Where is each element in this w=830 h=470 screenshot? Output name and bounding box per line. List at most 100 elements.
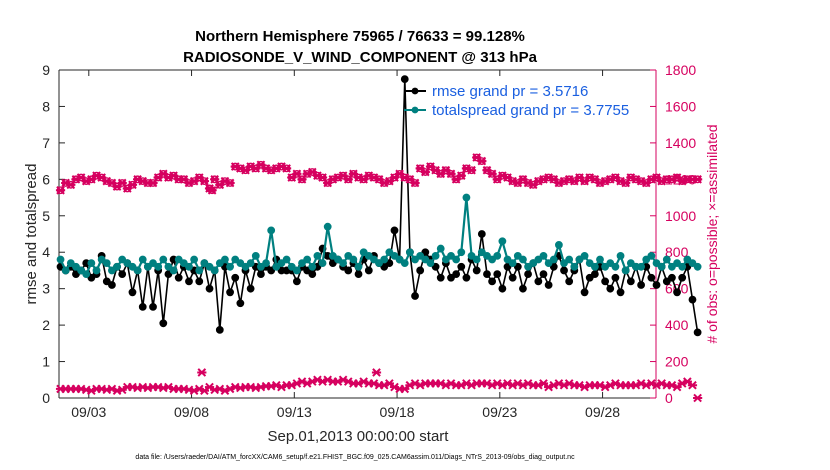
totalspread-point (688, 259, 697, 268)
totalspread-point (257, 262, 265, 271)
totalspread-point (421, 255, 430, 264)
totalspread-point (292, 266, 301, 275)
totalspread-point (334, 255, 342, 264)
totalspread-point (231, 255, 240, 264)
y-tick-label: 8 (42, 98, 50, 114)
totalspread-point (503, 255, 512, 264)
totalspread-point (560, 259, 568, 268)
rmse-point (118, 270, 127, 278)
y-tick-label: 4 (42, 244, 50, 260)
totalspread-point (642, 255, 651, 264)
rmse-point (185, 277, 193, 286)
totalspread-point (406, 248, 414, 257)
rmse-point (513, 262, 522, 271)
totalspread-point (637, 262, 646, 271)
y-right-tick-label: 1000 (665, 208, 696, 224)
rmse-point (364, 266, 373, 275)
rmse-point (390, 226, 399, 235)
rmse-point (231, 273, 240, 282)
totalspread-point (554, 241, 563, 249)
rmse-point (483, 270, 491, 278)
totalspread-point (621, 266, 630, 275)
totalspread-point (149, 259, 157, 268)
legend-spread-marker (411, 106, 419, 114)
totalspread-point (77, 266, 85, 275)
rmse-point (149, 302, 157, 311)
totalspread-point (159, 255, 168, 264)
totalspread-point (657, 262, 666, 271)
rmse-point (102, 277, 111, 286)
rmse-point (447, 273, 455, 282)
totalspread-point (133, 266, 142, 275)
totalspread-point (87, 259, 96, 268)
totalspread-point (544, 259, 553, 268)
y-tick-label: 5 (42, 208, 50, 224)
rmse-point (128, 288, 137, 297)
rmse-point (257, 270, 265, 278)
totalspread-point (477, 248, 486, 257)
totalspread-point (236, 259, 245, 268)
totalspread-point (267, 226, 276, 235)
totalspread-point (215, 259, 224, 268)
y-axis-label: rmse and totalspread (23, 164, 40, 305)
rmse-point (580, 288, 589, 297)
rmse-point (108, 281, 116, 289)
rmse-point (477, 230, 486, 238)
rmse-point (215, 325, 224, 334)
y-tick-label: 1 (42, 354, 50, 370)
totalspread-point (488, 255, 497, 264)
totalspread-point (662, 255, 671, 264)
rmse-point (452, 270, 461, 278)
obs-outliers (197, 185, 382, 377)
totalspread-point (370, 255, 378, 264)
totalspread-point (287, 262, 296, 271)
totalspread-point (66, 259, 75, 268)
series-possible (55, 153, 703, 195)
y-right-tick-label: 800 (665, 244, 689, 260)
totalspread-point (195, 266, 204, 275)
totalspread-point (452, 255, 461, 264)
totalspread-point (462, 193, 471, 202)
totalspread-point (585, 259, 594, 268)
totalspread-point (447, 251, 455, 260)
totalspread-point (308, 262, 317, 271)
totalspread-point (493, 251, 502, 260)
plot-background (59, 70, 656, 398)
totalspread-point (323, 222, 332, 231)
totalspread-point (200, 259, 209, 268)
rmse-point (678, 273, 687, 282)
totalspread-point (61, 266, 70, 275)
totalspread-point (328, 251, 337, 260)
rmse-point (647, 273, 656, 282)
totalspread-point (298, 259, 306, 268)
totalspread-point (524, 262, 532, 271)
x-tick-label: 09/08 (174, 404, 209, 420)
totalspread-point (303, 255, 312, 264)
ticks: 0123456789020040060080010001200140016001… (42, 62, 696, 420)
totalspread-point (693, 262, 702, 271)
rmse-point (498, 284, 507, 293)
title-line-1: Northern Hemisphere 75965 / 76633 = 99.1… (195, 28, 525, 45)
x-tick-label: 09/28 (585, 404, 620, 420)
totalspread-point (436, 244, 445, 253)
totalspread-point (580, 251, 589, 260)
totalspread-point (508, 259, 517, 268)
axes (58, 69, 657, 399)
rmse-point (400, 75, 409, 84)
totalspread-point (318, 259, 327, 268)
totalspread-point (549, 255, 558, 264)
y-tick-label: 6 (42, 171, 50, 187)
legend-spread-label: totalspread grand pr = 3.7755 (432, 102, 629, 119)
rmse-point (411, 292, 419, 300)
totalspread-point (72, 262, 80, 271)
totalspread-point (596, 255, 604, 264)
y-tick-label: 3 (42, 281, 50, 297)
y-right-tick-label: 1800 (665, 62, 696, 78)
totalspread-point (647, 251, 656, 260)
rmse-point (226, 288, 234, 297)
rmse-point (688, 295, 697, 304)
rmse-point (431, 262, 440, 271)
totalspread-point (262, 259, 270, 268)
rmse-point (544, 281, 553, 289)
